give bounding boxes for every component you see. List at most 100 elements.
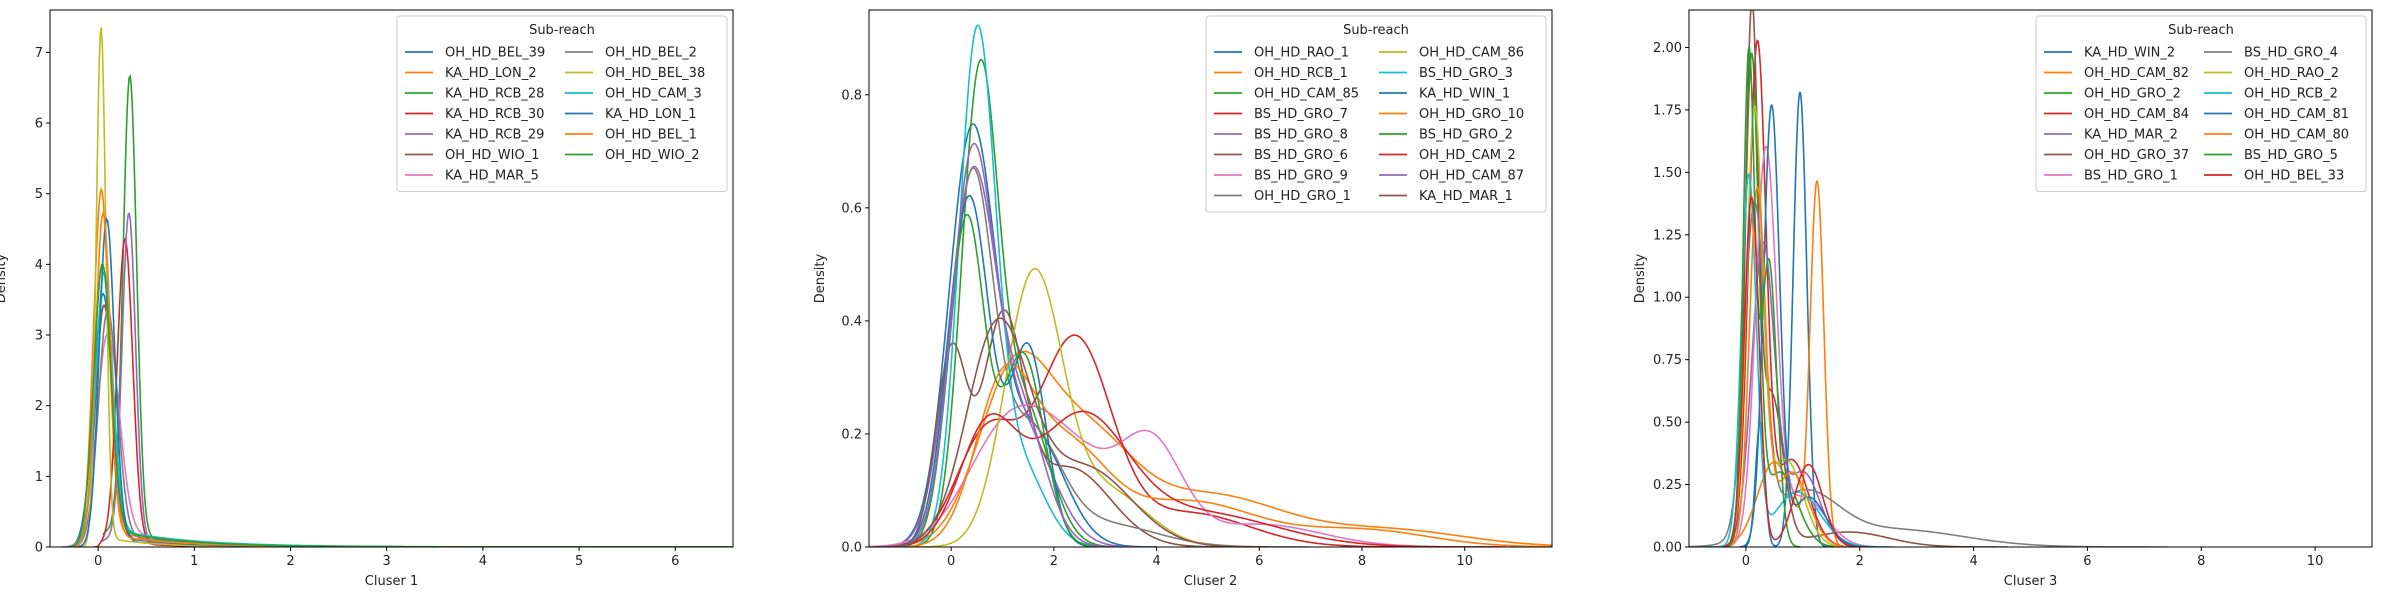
x-tick-label: 6 [671, 554, 679, 569]
axes-frame [49, 9, 734, 548]
legend-entry-label: OH_HD_WIO_2 [605, 148, 700, 163]
y-axis-label: Density [1633, 253, 1648, 303]
legend-entry-label: OH_HD_WIO_1 [445, 148, 540, 163]
legend: Sub-reach OH_HD_BEL_39 KA_HD_LON_2 KA_HD_RC… [396, 15, 728, 192]
series-line [869, 334, 1434, 547]
x-tick-label: 8 [1358, 554, 1366, 569]
series-line [67, 262, 733, 547]
legend-entry-label: OH_HD_CAM_2 [1419, 148, 1516, 163]
legend-entry-label: KA_HD_LON_2 [445, 66, 536, 81]
x-axis-label: Cluser 1 [365, 574, 418, 589]
series-line [904, 24, 1121, 547]
y-tick-label: 7 [35, 46, 43, 61]
y-tick-label: 5 [35, 187, 43, 202]
y-tick-label: 2 [35, 399, 43, 414]
y-tick-label: 0.4 [841, 314, 862, 329]
y-tick-label: 6 [35, 117, 43, 132]
axes-frame [868, 9, 1553, 548]
x-axis-label: Cluser 3 [2004, 574, 2057, 589]
y-axis-label: Density [813, 253, 828, 303]
legend-entry-label: OH_HD_BEL_39 [445, 46, 545, 61]
y-tick-label: 1.75 [1653, 103, 1682, 118]
legend-entry-label: KA_HD_WIN_1 [1419, 87, 1510, 102]
chart-panel-3: 0 2 4 6 8 10 0.00 0.25 0.50 0.75 1.00 1.25 1.50 1.75 2… [1633, 9, 2373, 589]
chart-panel-1: 0 1 2 3 4 5 6 0 1 2 3 4 5 6 7 Cluser 1 Density Sub-reach O… [0, 9, 734, 589]
series-line [889, 362, 1552, 547]
legend-title: Sub-reach [529, 23, 595, 38]
y-tick-label: 0.6 [841, 201, 862, 216]
series-line [64, 292, 733, 547]
legend-entry-label: KA_HD_LON_1 [605, 107, 696, 122]
series-line [94, 236, 733, 547]
series-line [874, 410, 1506, 547]
series-line [920, 267, 1270, 547]
x-tick-label: 2 [1856, 554, 1864, 569]
legend-entry-label: OH_HD_RAO_2 [2244, 66, 2339, 81]
series-line [69, 308, 733, 547]
y-tick-label: 0.00 [1653, 541, 1682, 556]
series-line [879, 123, 1157, 547]
series-line [101, 212, 733, 547]
legend-entry-label: BS_HD_GRO_7 [1254, 107, 1348, 122]
legend-entry-label: BS_HD_GRO_1 [2084, 169, 2178, 184]
series-line [869, 404, 1506, 547]
y-tick-label: 1.25 [1653, 228, 1682, 243]
series-line [889, 142, 1121, 547]
legend-box [396, 15, 728, 192]
legend-box [2035, 15, 2367, 192]
x-tick-label: 2 [1050, 554, 1058, 569]
y-tick-label: 0.2 [841, 427, 862, 442]
y-tick-label: 0.50 [1653, 416, 1682, 431]
legend-entry-label: KA_HD_MAR_1 [1419, 189, 1513, 204]
y-tick-label: 4 [35, 258, 43, 273]
series-line [874, 317, 1270, 547]
legend-entry-label: OH_HD_CAM_87 [1419, 169, 1524, 184]
x-tick-label: 4 [479, 554, 487, 569]
legend-entry-label: OH_HD_BEL_38 [605, 66, 705, 81]
legend-entry-label: OH_HD_CAM_80 [2244, 128, 2349, 143]
legend-entry-label: KA_HD_RCB_29 [445, 128, 544, 143]
chart-panel-2: 0 2 4 6 8 10 0.0 0.2 0.4 0.6 0.8 Cluser 2 Density Sub… [813, 9, 1553, 589]
y-tick-label: 1.00 [1653, 291, 1682, 306]
legend-entry-label: BS_HD_GRO_8 [1254, 128, 1348, 143]
axes-frame [1688, 9, 2373, 548]
y-tick-label: 0.8 [841, 88, 862, 103]
series-line [72, 211, 733, 547]
x-tick-label: 10 [1456, 554, 1473, 569]
legend-entry-label: KA_HD_RCB_30 [445, 107, 544, 122]
y-tick-label: 0.0 [841, 541, 862, 556]
series-line [69, 304, 733, 547]
legend: Sub-reach OH_HD_RAO_1 OH_HD_RCB_1 OH_HD_CAM… [1205, 15, 1547, 213]
legend-entry-label: OH_HD_CAM_84 [2084, 107, 2189, 122]
legend-entry-label: OH_HD_CAM_81 [2244, 107, 2349, 122]
legend-entry-label: KA_HD_WIN_2 [2084, 46, 2175, 61]
legend-entry-label: OH_HD_CAM_82 [2084, 66, 2189, 81]
legend-entry-label: BS_HD_GRO_4 [2244, 46, 2338, 61]
x-tick-label: 4 [1969, 554, 1977, 569]
legend-entry-label: OH_HD_RAO_1 [1254, 46, 1349, 61]
series-group [869, 24, 1552, 547]
legend-entry-label: OH_HD_GRO_1 [1254, 189, 1351, 204]
y-tick-label: 0 [35, 541, 43, 556]
y-tick-label: 3 [35, 329, 43, 344]
legend-entry-label: BS_HD_GRO_2 [1419, 128, 1513, 143]
series-line [1721, 196, 1866, 547]
legend-entry-label: OH_HD_GRO_37 [2084, 148, 2189, 163]
legend-entry-label: BS_HD_GRO_6 [1254, 148, 1348, 163]
series-line [1723, 186, 1860, 547]
x-tick-label: 3 [383, 554, 391, 569]
series-line [869, 350, 1552, 547]
x-tick-label: 0 [94, 554, 102, 569]
x-tick-label: 2 [286, 554, 294, 569]
series-line [1717, 104, 1855, 547]
x-tick-label: 10 [2307, 554, 2324, 569]
series-line [75, 216, 733, 547]
series-line [1689, 200, 2168, 547]
y-tick-label: 1 [35, 470, 43, 485]
legend-entry-label: BS_HD_GRO_5 [2244, 148, 2338, 163]
series-line [1739, 104, 1877, 547]
legend-entry-label: KA_HD_RCB_28 [445, 87, 544, 102]
legend-entry-label: OH_HD_CAM_3 [605, 87, 702, 102]
legend-entry-label: KA_HD_MAR_2 [2084, 128, 2178, 143]
